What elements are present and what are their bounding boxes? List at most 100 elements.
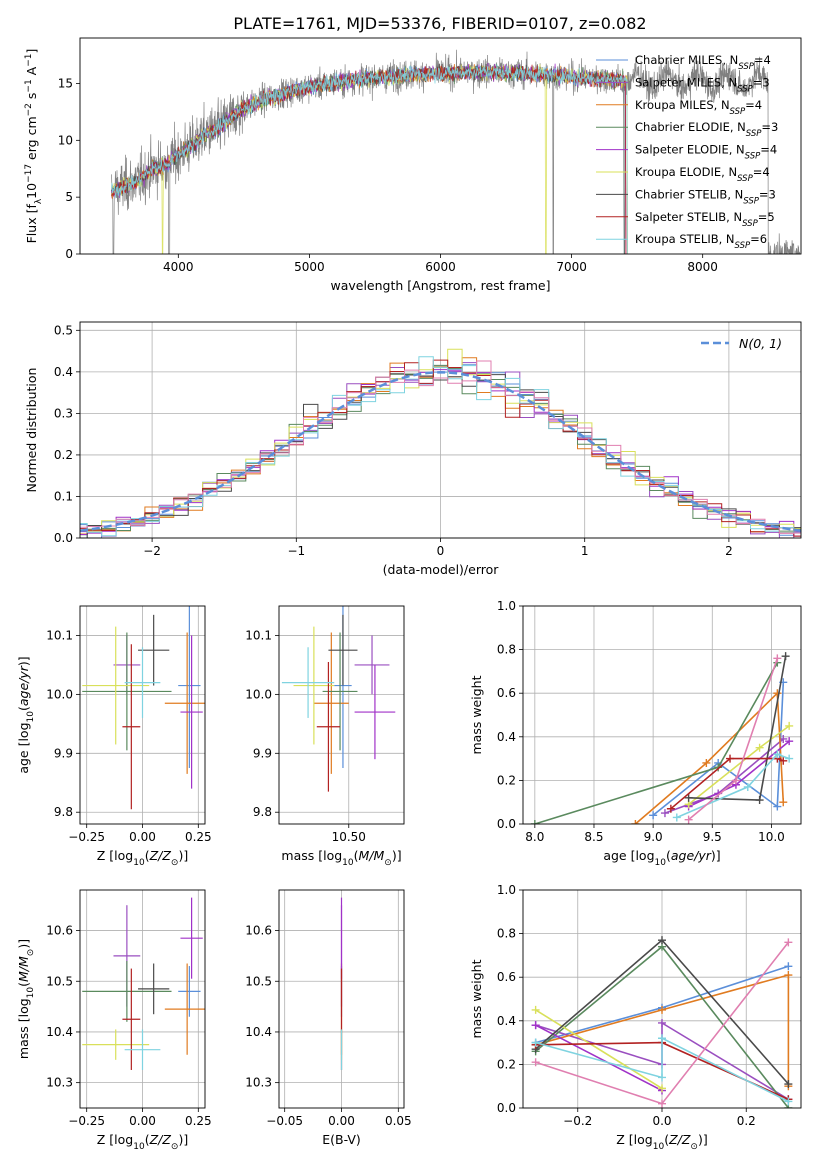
x-tick-label: 0 <box>437 544 445 558</box>
x-tick-label: 2 <box>725 544 733 558</box>
weight-marker <box>726 754 735 763</box>
plot-frame <box>522 605 802 825</box>
y-tick-label: 0.2 <box>497 1057 516 1071</box>
weight-marker <box>658 936 666 945</box>
x-tick-label: 0.00 <box>328 1114 355 1128</box>
x-axis-label: (data-model)/error <box>383 562 500 577</box>
x-axis-label: Z [log10(Z/Z⊙)] <box>97 848 188 868</box>
weight-marker <box>660 809 669 818</box>
plot-area <box>531 936 793 1108</box>
y-tick-label: 0 <box>65 247 73 261</box>
y-tick-label: 0.6 <box>497 970 516 984</box>
x-tick-label: 8000 <box>687 260 718 274</box>
weight-line <box>676 753 790 819</box>
weight-marker <box>785 721 794 730</box>
panel-age-vs-mass: 10.50 9.8 9.9 10.0 10.1 mass [log10(M/M⊙)] <box>245 605 405 868</box>
weight-marker <box>666 804 675 813</box>
plot-area <box>111 49 801 254</box>
weight-marker <box>530 820 539 824</box>
weight-marker <box>649 811 658 820</box>
figure-title: PLATE=1761, MJD=53376, FIBERID=0107, z=0… <box>233 14 646 33</box>
legend-entry: Chabrier STELIB, NSSP=3 <box>635 187 776 206</box>
x-tick-label: 9.5 <box>703 830 722 844</box>
plot-area <box>82 897 205 1070</box>
y-tick-label: 9.9 <box>54 746 73 760</box>
weight-marker <box>779 756 788 765</box>
y-tick-label: 9.8 <box>54 805 73 819</box>
x-tick-label: −2 <box>143 544 161 558</box>
model-spectrum-kroupa-stelib <box>111 64 628 254</box>
x-tick-label: 9.0 <box>644 830 663 844</box>
weight-line <box>535 1036 789 1103</box>
y-tick-label: 0.2 <box>497 773 516 787</box>
y-tick-label: 0.1 <box>54 489 73 503</box>
weight-marker <box>658 1099 666 1108</box>
y-tick-label: 9.8 <box>253 805 272 819</box>
weight-marker <box>658 1034 666 1043</box>
weight-marker <box>785 737 794 746</box>
y-axis-label: mass [log10(M/M⊙)] <box>16 939 36 1059</box>
x-tick-label: −0.2 <box>563 1114 592 1128</box>
y-axis-label: mass weight <box>469 959 484 1038</box>
x-axis-label: wavelength [Angstrom, rest frame] <box>330 278 550 293</box>
panel-mass-vs-Z: −0.25 0.00 0.25 10.3 10.4 10.5 10.6 Z [log10(Z/… <box>16 889 212 1152</box>
panel-mass-vs-EBV: −0.05 0.00 0.05 10.3 10.4 10.5 10.6 E(B-V) <box>245 889 412 1147</box>
y-axis-label: Normed distribution <box>24 368 39 493</box>
y-tick-label: 0.2 <box>54 448 73 462</box>
y-tick-label: 0.0 <box>497 817 516 831</box>
x-tick-label: 10.50 <box>332 830 366 844</box>
y-tick-label: 0.0 <box>497 1101 516 1115</box>
weight-line <box>535 1024 663 1092</box>
y-tick-label: 0.8 <box>497 643 516 657</box>
weight-marker <box>531 1058 540 1067</box>
weight-marker <box>785 754 794 763</box>
y-tick-label: 10 <box>58 133 73 147</box>
y-tick-label: 0.5 <box>54 323 73 337</box>
y-tick-label: 10.4 <box>245 1025 272 1039</box>
x-tick-label: 6000 <box>425 260 456 274</box>
x-tick-label: −0.25 <box>68 1114 105 1128</box>
y-tick-label: 10.1 <box>245 628 272 642</box>
weight-marker <box>773 750 782 759</box>
histogram-step <box>80 360 801 534</box>
histogram-step <box>80 364 801 536</box>
y-tick-label: 0.4 <box>497 730 516 744</box>
x-tick-label: 0.2 <box>737 1114 756 1128</box>
weight-marker <box>755 796 764 805</box>
x-axis-label: Z [log10(Z/Z⊙)] <box>97 1132 188 1152</box>
plot-area <box>82 606 205 810</box>
weight-line <box>670 757 784 810</box>
plot-area <box>530 652 794 824</box>
y-tick-label: 10.0 <box>245 687 272 701</box>
x-axis-label: age [log10(age/yr)] <box>603 848 720 868</box>
weight-line <box>688 658 779 821</box>
y-tick-label: 10.5 <box>46 974 73 988</box>
x-tick-label: 0.25 <box>185 830 212 844</box>
y-tick-label: 0.8 <box>497 927 516 941</box>
y-axis-label: age [log10(age/yr)] <box>16 656 36 773</box>
panel-spectrum: Chabrier MILES, NSSP=4 Salpeter MILES, NS… <box>24 37 802 293</box>
weight-marker <box>784 962 793 971</box>
panel-mass-weight-vs-Z: −0.2 0.0 0.2 0.0 0.2 0.4 0.6 0.8 1.0 Z [log10(Z/Z… <box>469 883 802 1152</box>
y-tick-label: 15 <box>58 76 73 90</box>
x-tick-label: 0.00 <box>129 1114 156 1128</box>
y-tick-label: 10.3 <box>46 1076 73 1090</box>
legend-entry: Salpeter MILES, NSSP=3 <box>635 75 770 94</box>
y-tick-label: 1.0 <box>497 883 516 897</box>
histogram-step <box>80 356 801 537</box>
y-tick-label: 10.6 <box>245 924 272 938</box>
x-axis-label: E(B-V) <box>322 1132 361 1147</box>
weight-marker <box>702 758 711 767</box>
x-axis-label: mass [log10(M/M⊙)] <box>281 848 401 868</box>
x-tick-label: 4000 <box>163 260 194 274</box>
x-tick-label: 8.5 <box>584 830 603 844</box>
y-axis-label: Flux [fλ10−17 erg cm−2 s−1 A−1] <box>24 49 44 244</box>
y-tick-label: 10.0 <box>46 687 73 701</box>
weight-marker <box>781 652 790 661</box>
weight-marker <box>658 1073 666 1082</box>
weight-marker <box>731 776 740 785</box>
legend-entry: Kroupa ELODIE, NSSP=4 <box>635 165 770 184</box>
plot-frame <box>278 605 405 825</box>
x-tick-label: 0.0 <box>652 1114 671 1128</box>
